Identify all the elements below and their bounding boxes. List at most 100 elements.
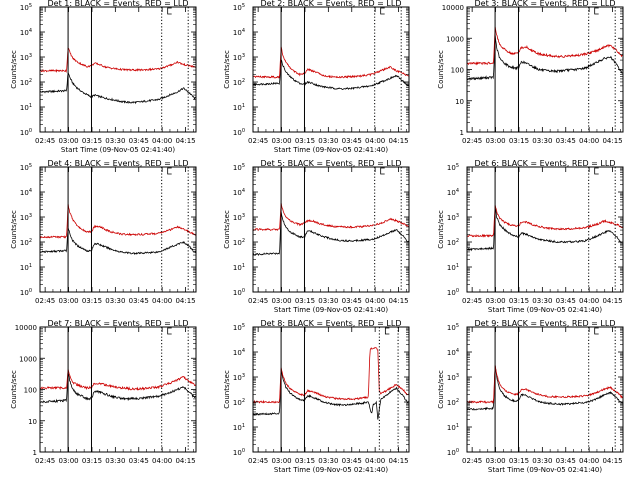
x-tick-label: 04:15 <box>388 457 408 465</box>
x-tick-label: 04:00 <box>152 137 172 145</box>
events-series-line <box>39 72 197 105</box>
detector-panel-8: Det 8: BLACK = Events, RED = LLD 100 101 10… <box>223 319 410 474</box>
x-tick-label: 03:45 <box>342 137 362 145</box>
y-tick-label: 104 <box>447 348 459 357</box>
y-tick-label: 104 <box>233 188 245 197</box>
lld-series-line <box>252 347 409 404</box>
x-tick-label: 03:00 <box>58 297 78 305</box>
y-tick-label: 103 <box>233 373 245 382</box>
panel-title: Det 6: BLACK = Events, RED = LLD <box>475 159 616 168</box>
lld-series-line <box>39 47 197 74</box>
y-tick-label: 10000 <box>442 4 464 12</box>
x-tick-label: 04:00 <box>365 297 385 305</box>
events-series-line <box>466 35 624 81</box>
y-axis-label: Counts/sec <box>10 370 18 409</box>
y-tick-label: 1 <box>33 449 37 457</box>
bracket-marker <box>167 7 172 15</box>
events-series-line <box>39 372 197 404</box>
y-tick-label: 103 <box>20 213 32 222</box>
panel-title: Det 7: BLACK = Events, RED = LLD <box>48 319 189 328</box>
x-tick-label: 04:15 <box>175 297 195 305</box>
panel-title: Det 1: BLACK = Events, RED = LLD <box>48 0 189 8</box>
x-tick-label: 04:15 <box>602 137 622 145</box>
x-tick-label: 04:15 <box>388 297 408 305</box>
x-tick-label: 03:00 <box>271 137 291 145</box>
y-tick-label: 100 <box>233 288 245 297</box>
y-tick-label: 102 <box>447 238 459 247</box>
y-tick-label: 1 <box>460 129 464 137</box>
y-tick-label: 104 <box>233 28 245 37</box>
events-series-line <box>39 228 197 255</box>
y-tick-label: 103 <box>233 213 245 222</box>
x-tick-label: 03:45 <box>129 297 149 305</box>
y-tick-label: 105 <box>447 323 459 332</box>
x-tick-label: 03:00 <box>485 137 505 145</box>
y-tick-label: 102 <box>233 238 245 247</box>
x-tick-label: 03:00 <box>58 137 78 145</box>
y-tick-label: 101 <box>233 103 245 112</box>
y-axis-label: Counts/sec <box>10 210 18 249</box>
x-tick-label: 04:15 <box>175 137 195 145</box>
bracket-marker <box>380 167 385 175</box>
y-tick-label: 100 <box>447 288 459 297</box>
x-axis-label: Start Time (09-Nov-05 02:41:40) <box>274 466 388 474</box>
y-tick-label: 100 <box>233 128 245 137</box>
plot-frame <box>252 6 410 133</box>
y-tick-label: 101 <box>20 103 32 112</box>
y-tick-label: 103 <box>447 213 459 222</box>
y-tick-label: 102 <box>233 78 245 87</box>
x-tick-label: 03:00 <box>271 457 291 465</box>
plot-frame <box>39 6 197 133</box>
y-tick-label: 102 <box>447 398 459 407</box>
y-tick-label: 105 <box>233 323 245 332</box>
x-tick-label: 03:30 <box>105 457 125 465</box>
x-tick-label: 03:00 <box>271 297 291 305</box>
y-axis-label: Counts/sec <box>437 50 445 89</box>
events-series-line <box>466 365 624 411</box>
detector-panel-5: Det 5: BLACK = Events, RED = LLD 100 101 10… <box>223 159 410 314</box>
x-tick-label: 03:15 <box>82 297 102 305</box>
y-tick-label: 104 <box>233 348 245 357</box>
x-tick-label: 03:45 <box>129 137 149 145</box>
lld-series-line <box>253 46 410 79</box>
detector-panel-9: Det 9: BLACK = Events, RED = LLD 100 101 10… <box>437 319 624 474</box>
x-tick-label: 04:00 <box>152 297 172 305</box>
y-tick-label: 101 <box>233 423 245 432</box>
panel-title: Det 4: BLACK = Events, RED = LLD <box>48 159 189 168</box>
x-tick-label: 04:00 <box>579 297 599 305</box>
panel-title: Det 5: BLACK = Events, RED = LLD <box>261 159 402 168</box>
x-tick-label: 03:00 <box>58 457 78 465</box>
plot-frame <box>39 166 197 293</box>
y-axis-label: Counts/sec <box>10 50 18 89</box>
y-tick-label: 101 <box>233 263 245 272</box>
plot-frame <box>252 326 410 453</box>
x-tick-label: 04:00 <box>152 457 172 465</box>
x-tick-label: 04:00 <box>579 457 599 465</box>
x-tick-label: 03:45 <box>342 457 362 465</box>
y-axis-label: Counts/sec <box>223 210 231 249</box>
x-tick-label: 03:30 <box>532 137 552 145</box>
x-axis-label: Start Time (09-Nov-05 02:41:40) <box>274 146 388 154</box>
panel-title: Det 8: BLACK = Events, RED = LLD <box>261 319 402 328</box>
detector-panel-3: Det 3: BLACK = Events, RED = LLD 1 10 100 10… <box>437 0 624 145</box>
x-tick-label: 03:15 <box>509 457 529 465</box>
y-tick-label: 103 <box>233 53 245 62</box>
y-tick-label: 104 <box>447 188 459 197</box>
x-tick-label: 03:15 <box>295 137 315 145</box>
detector-panel-4: Det 4: BLACK = Events, RED = LLD 100 101 10… <box>10 159 197 305</box>
y-tick-label: 1000 <box>446 35 464 43</box>
y-axis-label: Counts/sec <box>223 50 231 89</box>
y-tick-label: 105 <box>233 163 245 172</box>
events-series-line <box>252 212 410 256</box>
plot-frame <box>39 326 197 453</box>
x-tick-label: 03:30 <box>105 137 125 145</box>
y-tick-label: 102 <box>20 238 32 247</box>
bracket-marker <box>594 167 599 175</box>
y-axis-label: Counts/sec <box>437 370 445 409</box>
events-series-line <box>466 208 624 252</box>
x-tick-label: 04:15 <box>175 457 195 465</box>
x-tick-label: 03:45 <box>556 297 576 305</box>
lld-series-line <box>39 369 197 391</box>
events-series-line <box>252 369 410 420</box>
